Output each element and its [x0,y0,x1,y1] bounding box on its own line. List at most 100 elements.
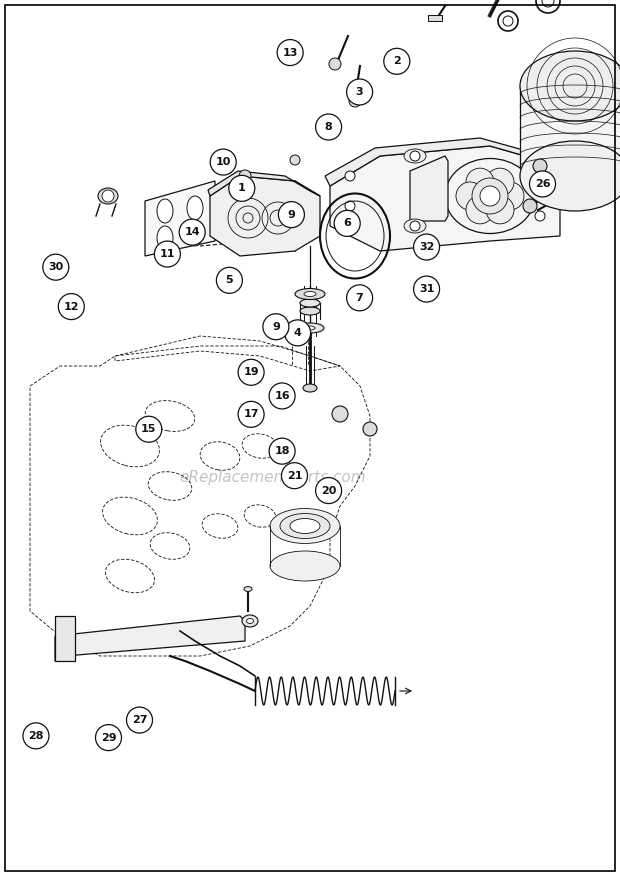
Text: 30: 30 [48,262,63,272]
Text: 8: 8 [325,122,332,132]
Circle shape [486,168,514,196]
Circle shape [229,175,255,201]
Circle shape [269,438,295,464]
Circle shape [414,234,440,260]
Ellipse shape [187,196,203,220]
Text: 18: 18 [275,446,290,456]
Ellipse shape [187,222,203,246]
Circle shape [285,320,311,346]
Circle shape [43,254,69,280]
Ellipse shape [295,288,325,300]
Circle shape [334,210,360,237]
Circle shape [410,151,420,161]
Polygon shape [145,181,215,256]
Ellipse shape [300,307,320,315]
Text: 9: 9 [272,321,280,332]
Text: 16: 16 [274,391,290,401]
Text: 31: 31 [419,284,434,294]
Text: 14: 14 [184,227,200,237]
Text: 28: 28 [29,731,43,741]
Circle shape [503,16,513,26]
Polygon shape [325,138,560,186]
Circle shape [347,285,373,311]
Ellipse shape [157,226,173,250]
Text: 2: 2 [393,56,401,67]
Circle shape [210,149,236,175]
Circle shape [523,199,537,213]
Text: 5: 5 [226,275,233,286]
Text: 1: 1 [238,183,246,194]
Ellipse shape [520,141,620,211]
Circle shape [269,383,295,409]
Text: 7: 7 [356,293,363,303]
Ellipse shape [445,159,535,234]
Circle shape [278,201,304,228]
Circle shape [536,0,560,13]
Circle shape [466,168,494,196]
Circle shape [238,401,264,427]
Circle shape [363,422,377,436]
Circle shape [263,314,289,340]
Circle shape [414,276,440,302]
Text: 21: 21 [286,470,303,481]
Circle shape [136,416,162,442]
Circle shape [102,190,114,202]
Ellipse shape [305,326,315,330]
Text: 26: 26 [534,179,551,189]
Circle shape [529,171,556,197]
Text: 17: 17 [243,409,259,420]
Text: 32: 32 [419,242,434,252]
Ellipse shape [280,513,330,539]
Ellipse shape [244,587,252,591]
Circle shape [316,114,342,140]
Circle shape [384,48,410,74]
Ellipse shape [296,323,324,333]
Text: 27: 27 [131,715,148,725]
Text: 10: 10 [216,157,231,167]
Ellipse shape [270,551,340,581]
Polygon shape [208,171,320,196]
Circle shape [126,707,153,733]
Circle shape [542,0,554,7]
Text: 12: 12 [63,301,79,312]
Text: 20: 20 [321,485,336,496]
Text: 19: 19 [243,367,259,378]
Ellipse shape [98,188,118,204]
Circle shape [466,196,494,224]
Text: 9: 9 [288,209,295,220]
Bar [520,86,620,176]
Polygon shape [410,156,448,221]
Text: eReplacementParts.com: eReplacementParts.com [179,470,366,485]
Circle shape [345,201,355,211]
Text: 15: 15 [141,424,156,434]
Circle shape [486,196,514,224]
Circle shape [216,267,242,293]
Polygon shape [55,616,75,661]
Circle shape [347,79,373,105]
Circle shape [58,293,84,320]
Circle shape [345,171,355,181]
Circle shape [277,39,303,66]
Ellipse shape [300,299,320,307]
Ellipse shape [157,199,173,223]
Circle shape [410,221,420,231]
Ellipse shape [520,51,620,121]
Polygon shape [210,176,320,256]
Circle shape [496,182,524,210]
Polygon shape [330,146,560,251]
Circle shape [349,95,361,107]
Text: 29: 29 [100,732,117,743]
Circle shape [239,170,251,182]
Ellipse shape [304,292,316,296]
Circle shape [535,211,545,221]
Circle shape [329,58,341,70]
Ellipse shape [270,508,340,543]
Polygon shape [55,616,245,661]
Circle shape [238,359,264,385]
Circle shape [456,182,484,210]
Ellipse shape [290,519,320,533]
Text: 4: 4 [294,328,301,338]
Circle shape [154,241,180,267]
Circle shape [498,11,518,31]
Circle shape [535,171,545,181]
